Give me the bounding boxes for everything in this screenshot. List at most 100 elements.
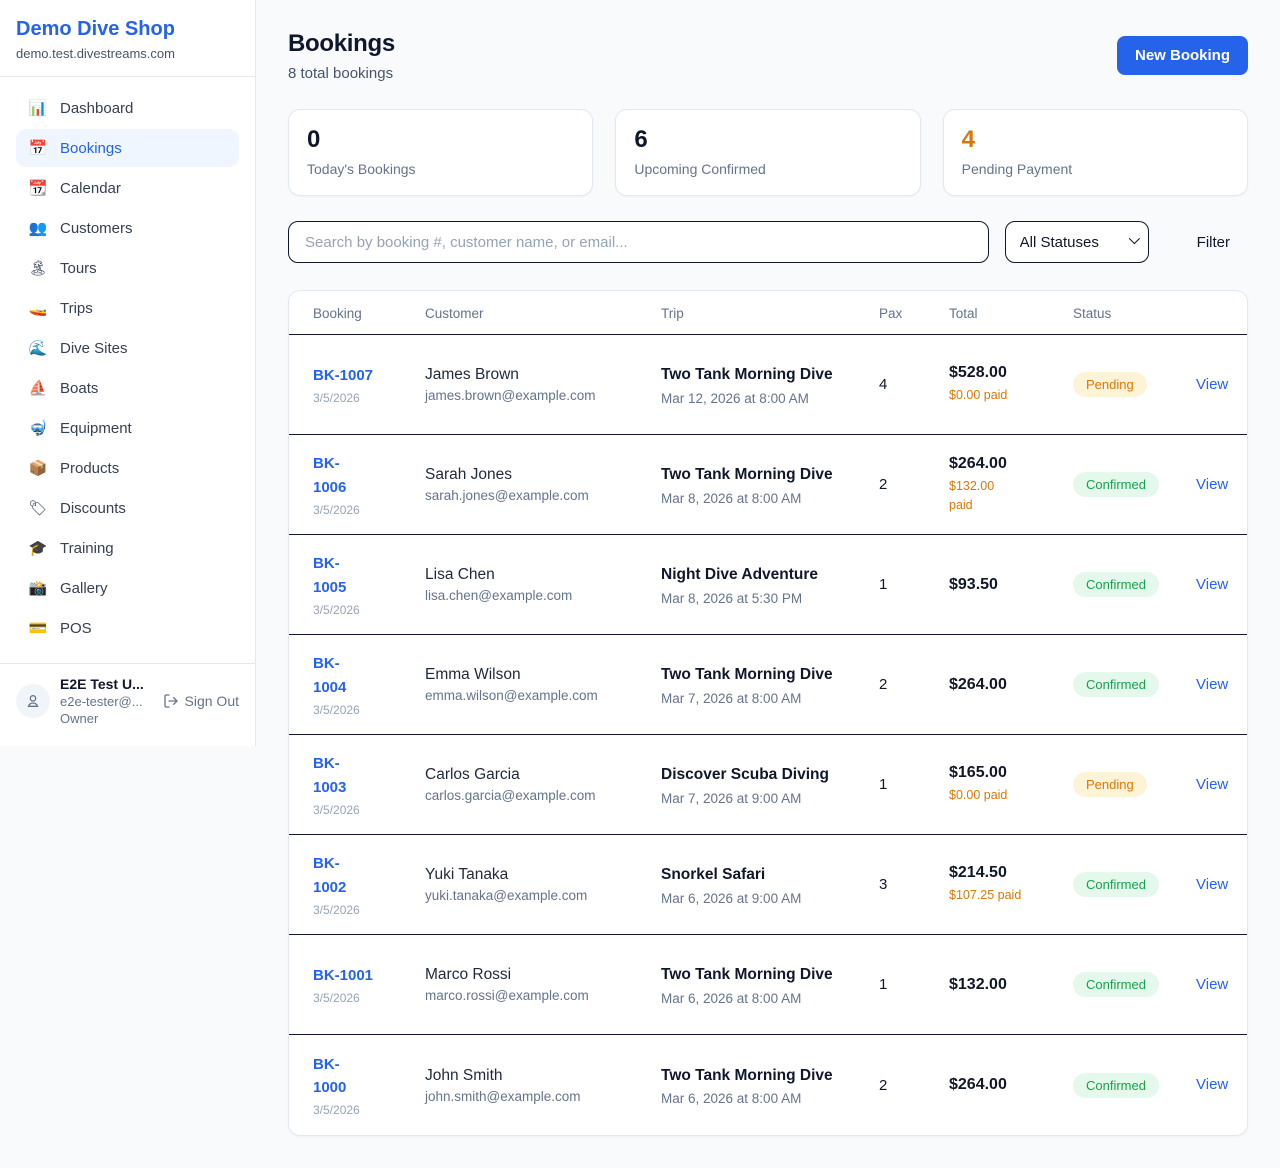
- stat-card: 4 Pending Payment: [942, 109, 1248, 196]
- total-cell: $264.00: [949, 1076, 1073, 1094]
- status-cell: Confirmed: [1073, 672, 1196, 697]
- status-filter-select[interactable]: All Statuses: [1004, 221, 1149, 263]
- total-amount: $528.00: [949, 364, 1007, 382]
- customer-name: John Smith: [425, 1066, 503, 1084]
- booking-date: 3/5/2026: [313, 991, 360, 1006]
- action-cell: View: [1196, 876, 1228, 894]
- sidebar-item-tours[interactable]: 🏝 Tours: [16, 249, 239, 287]
- trip-name: Night Dive Adventure: [661, 566, 819, 584]
- status-filter-wrap: All Statuses: [1004, 221, 1149, 263]
- booking-id-link[interactable]: BK- 1003: [313, 755, 347, 796]
- table-body: BK-1007 3/5/2026 James Brown james.brown…: [289, 335, 1247, 1135]
- stat-label: Pending Payment: [961, 161, 1073, 177]
- sidebar-item-calendar[interactable]: 📆 Calendar: [16, 169, 239, 207]
- table-row: BK- 1006 3/5/2026 Sarah Jones sarah.jone…: [289, 435, 1247, 535]
- pax-value: 2: [879, 1076, 888, 1094]
- filter-controls: All Statuses Filter: [288, 221, 1248, 263]
- customers-icon: 👥: [28, 220, 48, 237]
- booking-cell: BK-1001 3/5/2026: [313, 964, 425, 1005]
- total-amount: $264.00: [949, 454, 1007, 472]
- table-row: BK- 1003 3/5/2026 Carlos Garcia carlos.g…: [289, 735, 1247, 835]
- column-header-booking: Booking: [313, 306, 362, 321]
- view-link[interactable]: View: [1196, 1076, 1229, 1093]
- total-cell: $528.00 $0.00 paid: [949, 364, 1073, 405]
- stat-card: 0 Today's Bookings: [288, 109, 594, 196]
- view-link[interactable]: View: [1196, 875, 1229, 893]
- search-input[interactable]: [288, 221, 989, 263]
- booking-date: 3/5/2026: [313, 602, 360, 617]
- sidebar-item-dashboard[interactable]: 📊 Dashboard: [16, 89, 239, 127]
- trip-name: Two Tank Morning Dive: [661, 1066, 833, 1084]
- booking-id-link[interactable]: BK-1007: [313, 366, 374, 384]
- trip-name: Two Tank Morning Dive: [661, 966, 833, 984]
- column-header-status: Status: [1073, 306, 1112, 321]
- trip-cell: Discover Scuba Diving Mar 7, 2026 at 9:0…: [661, 763, 879, 805]
- view-link[interactable]: View: [1196, 575, 1229, 593]
- view-link[interactable]: View: [1196, 375, 1229, 393]
- sidebar-item-label: Gallery: [60, 579, 108, 597]
- sidebar-item-pos[interactable]: 💳 POS: [16, 609, 239, 647]
- stat-value: 0: [307, 126, 321, 153]
- view-link[interactable]: View: [1196, 475, 1229, 493]
- brand-block: Demo Dive Shop demo.test.divestreams.com: [0, 0, 255, 77]
- table-row: BK-1001 3/5/2026 Marco Rossi marco.rossi…: [289, 935, 1247, 1035]
- trip-date: Mar 6, 2026 at 8:00 AM: [661, 990, 802, 1006]
- tours-icon: 🏝: [28, 260, 48, 277]
- status-badge: Confirmed: [1073, 572, 1159, 597]
- boats-icon: ⛵: [28, 380, 48, 397]
- customer-name: Emma Wilson: [425, 666, 521, 683]
- booking-id-link[interactable]: BK- 1006: [313, 455, 347, 496]
- user-name: E2E Test U...: [60, 676, 144, 692]
- view-link[interactable]: View: [1196, 775, 1229, 793]
- page-title: Bookings: [288, 30, 395, 57]
- total-cell: $214.50 $107.25 paid: [949, 864, 1073, 905]
- sidebar-item-bookings[interactable]: 📅 Bookings: [16, 129, 239, 167]
- sidebar-item-trips[interactable]: 🚤 Trips: [16, 289, 239, 327]
- pax-value: 4: [879, 376, 888, 393]
- sidebar-item-customers[interactable]: 👥 Customers: [16, 209, 239, 247]
- trip-date: Mar 7, 2026 at 8:00 AM: [661, 690, 802, 706]
- view-link[interactable]: View: [1196, 975, 1229, 993]
- page-header: Bookings 8 total bookings New Booking: [288, 30, 1248, 82]
- table-row: BK- 1004 3/5/2026 Emma Wilson emma.wilso…: [289, 635, 1247, 735]
- status-cell: Confirmed: [1073, 1072, 1196, 1098]
- discounts-icon: 🏷: [28, 500, 48, 517]
- status-cell: Confirmed: [1073, 972, 1196, 997]
- booking-id-link[interactable]: BK- 1002: [313, 855, 347, 896]
- booking-cell: BK- 1002 3/5/2026: [313, 852, 425, 917]
- booking-id-link[interactable]: BK- 1005: [313, 555, 347, 596]
- status-badge: Pending: [1073, 772, 1147, 797]
- table-row: BK-1007 3/5/2026 James Brown james.brown…: [289, 335, 1247, 435]
- sidebar-item-discounts[interactable]: 🏷 Discounts: [16, 489, 239, 527]
- sidebar-item-dive-sites[interactable]: 🌊 Dive Sites: [16, 329, 239, 367]
- total-amount: $165.00: [949, 764, 1007, 782]
- pax-value: 1: [879, 976, 888, 993]
- total-amount: $132.00: [949, 975, 1007, 993]
- trip-name: Two Tank Morning Dive: [661, 466, 833, 484]
- filter-button[interactable]: Filter: [1179, 226, 1248, 259]
- new-booking-button[interactable]: New Booking: [1116, 36, 1248, 75]
- trip-name: Snorkel Safari: [661, 866, 766, 884]
- sidebar-item-boats[interactable]: ⛵ Boats: [16, 369, 239, 407]
- sidebar-item-equipment[interactable]: 🤿 Equipment: [16, 409, 239, 447]
- status-badge: Pending: [1073, 372, 1147, 397]
- booking-cell: BK- 1000 3/5/2026: [313, 1053, 425, 1118]
- booking-id-link[interactable]: BK- 1004: [313, 655, 347, 696]
- sidebar-item-products[interactable]: 📦 Products: [16, 449, 239, 487]
- trip-name: Discover Scuba Diving: [661, 766, 829, 784]
- action-cell: View: [1196, 576, 1228, 594]
- table-header-row: Booking Customer Trip Pax Total Status: [289, 291, 1247, 335]
- customer-cell: Yuki Tanaka yuki.tanaka@example.com: [425, 866, 661, 903]
- sidebar-item-label: Tours: [60, 259, 97, 277]
- customer-email: lisa.chen@example.com: [425, 588, 573, 603]
- booking-id-link[interactable]: BK-1001: [313, 966, 374, 984]
- view-link[interactable]: View: [1196, 675, 1229, 693]
- sidebar-item-training[interactable]: 🎓 Training: [16, 529, 239, 567]
- sign-out-button[interactable]: Sign Out: [163, 693, 239, 709]
- sidebar-item-label: Dive Sites: [60, 339, 128, 357]
- booking-id-link[interactable]: BK- 1000: [313, 1055, 347, 1096]
- sidebar-item-label: Training: [60, 539, 114, 557]
- trip-date: Mar 6, 2026 at 9:00 AM: [661, 890, 802, 906]
- customer-email: james.brown@example.com: [425, 388, 596, 403]
- sidebar-item-gallery[interactable]: 📸 Gallery: [16, 569, 239, 607]
